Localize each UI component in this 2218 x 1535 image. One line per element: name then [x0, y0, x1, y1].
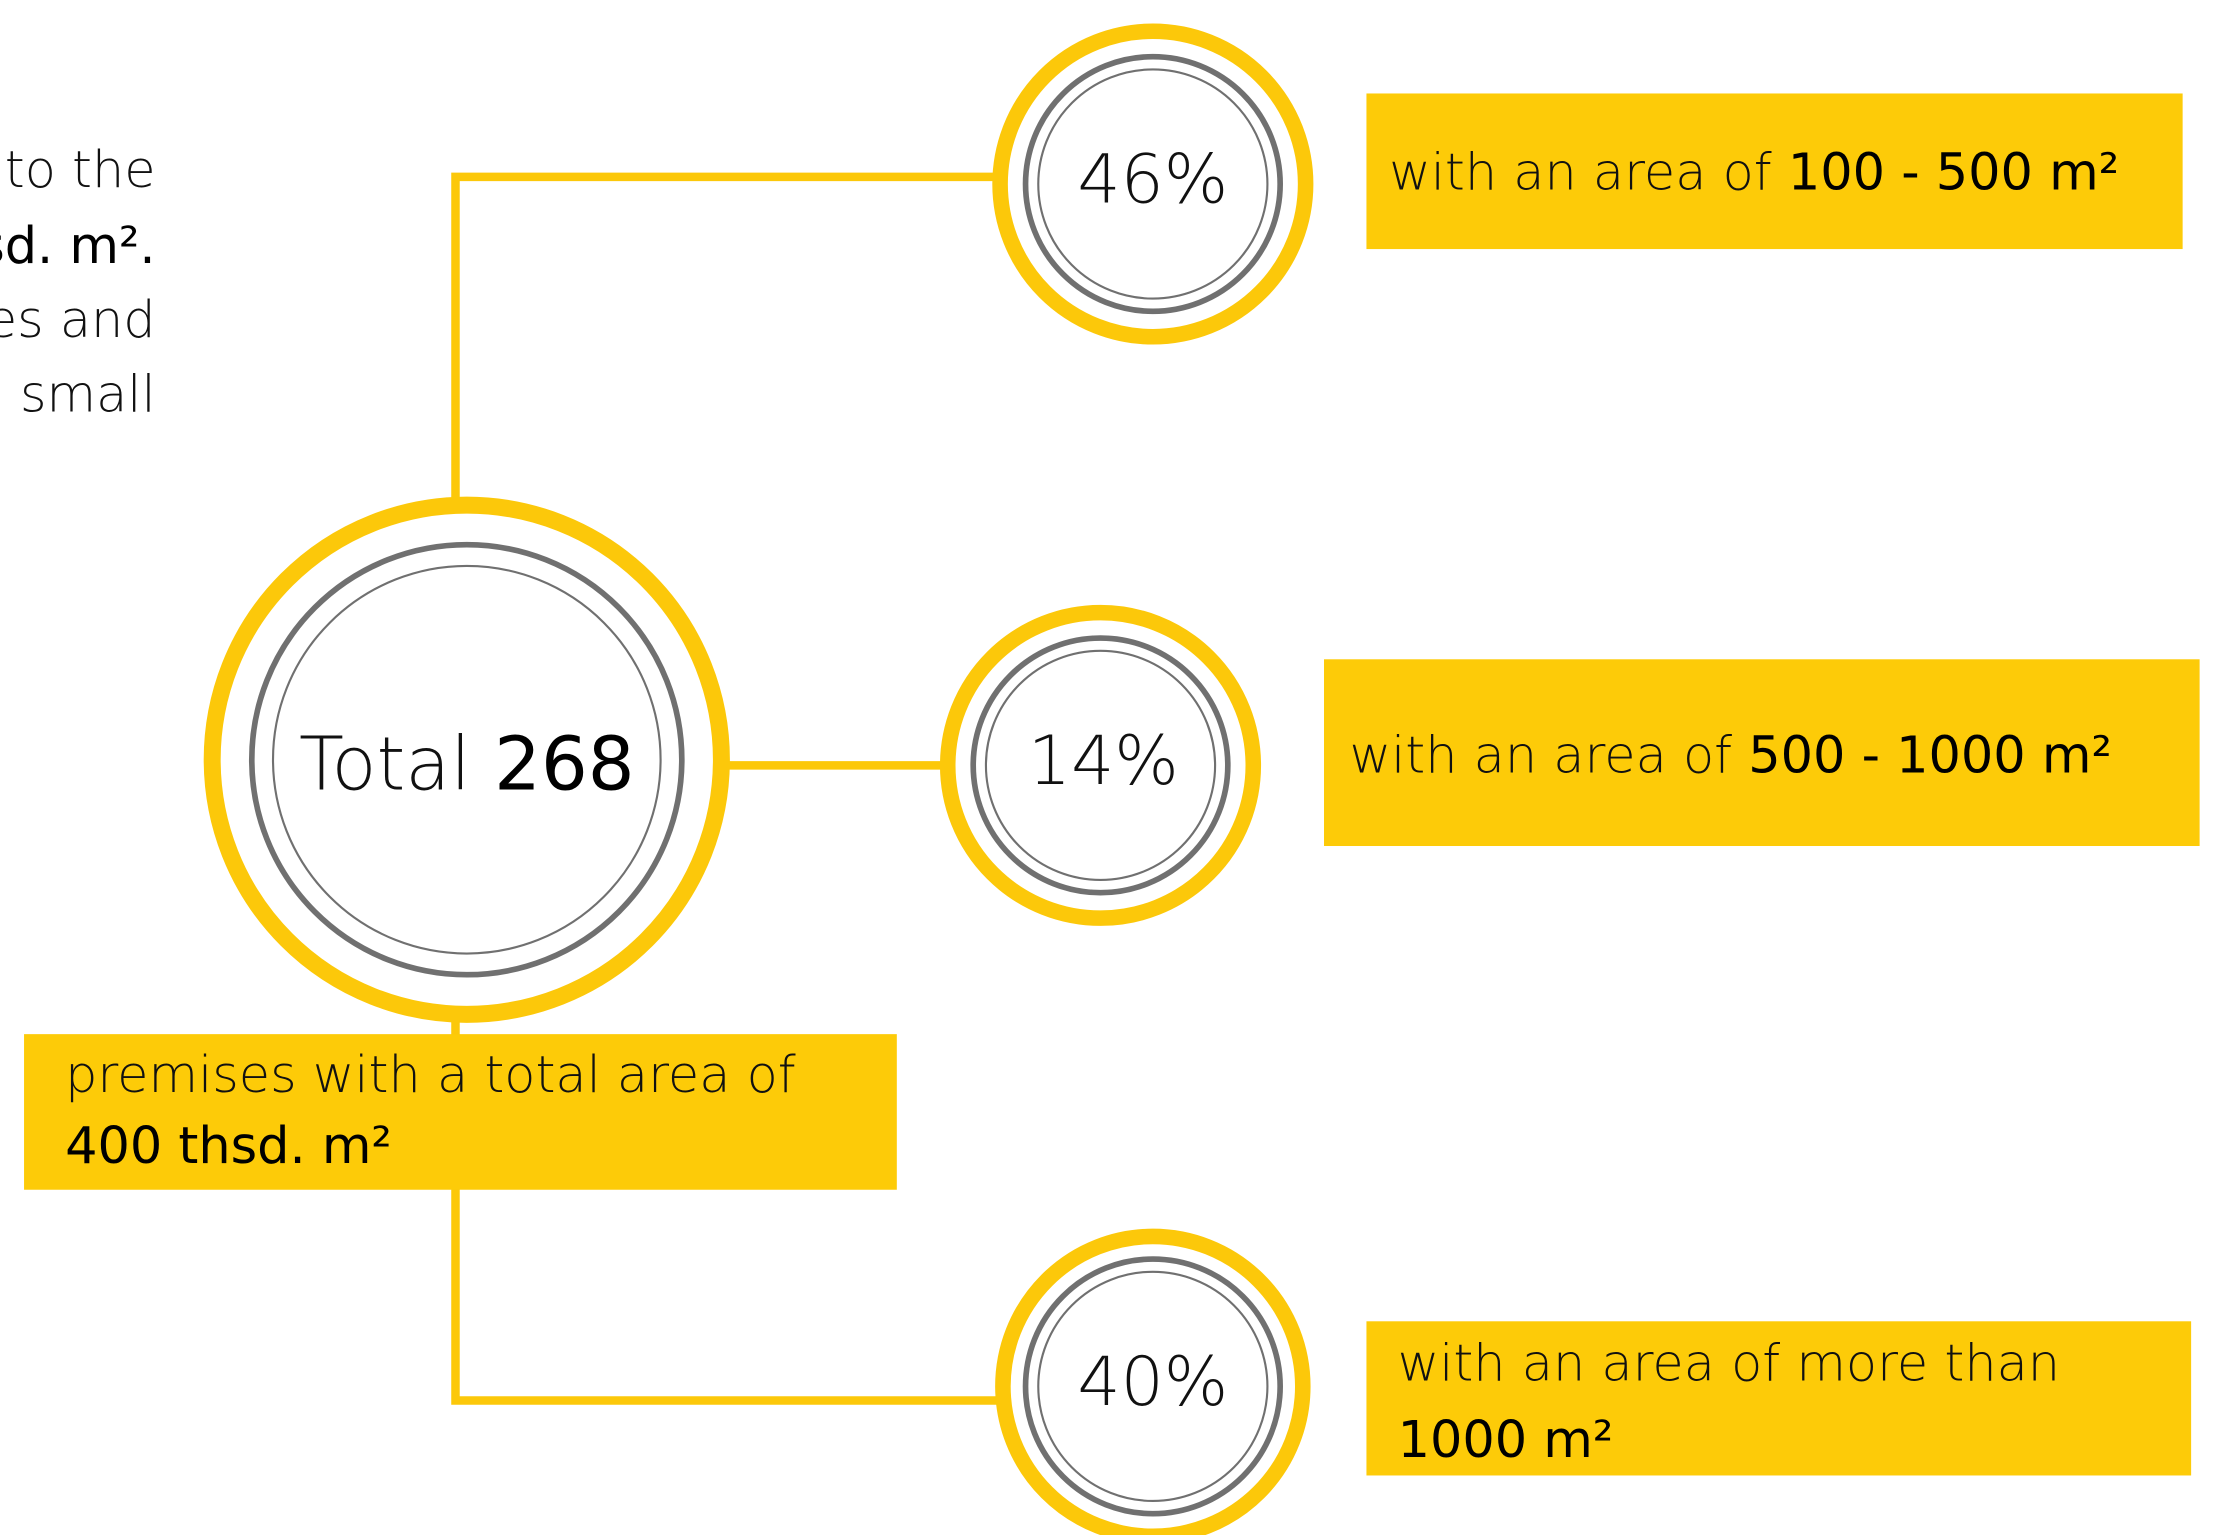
ring [203, 496, 730, 1023]
highlight: 500 - 1000 m² [1748, 726, 2112, 785]
total-box: premises with a total area of 400 thsd. … [24, 1034, 897, 1190]
highlight: 100 - 500 m² [1788, 144, 2119, 203]
intro: to the sd. m². es and small [0, 141, 156, 425]
ring [939, 604, 1262, 926]
box [1324, 659, 2200, 847]
ring [995, 1228, 1311, 1535]
ring [271, 564, 662, 955]
intro-line: es and [0, 291, 156, 350]
box-highlight: 1000 m² [1398, 1411, 1614, 1470]
ring [970, 635, 1231, 896]
branch: 40% with an area of more than 1000 m² [995, 1228, 2192, 1535]
intro-line: sd. m². [0, 217, 156, 276]
ring [1022, 1256, 1283, 1517]
total-value: 268 [494, 723, 634, 808]
box [24, 1034, 897, 1190]
box-highlight: 400 thsd. m² [65, 1117, 392, 1176]
box [1366, 93, 2183, 250]
total-label: Total [299, 723, 471, 808]
percent: 40% [1077, 1343, 1228, 1422]
branch: 14% with an area of 500 - 1000 m² [939, 604, 2200, 926]
intro-line: small [20, 366, 156, 425]
box-text: with an area of 500 - 1000 m² [1349, 726, 2111, 785]
percent: 14% [1028, 722, 1179, 801]
text: with an area of [1349, 726, 1732, 785]
branch: 46% with an area of 100 - 500 m² [992, 23, 2183, 345]
percent: 46% [1077, 141, 1228, 220]
ring [984, 649, 1217, 882]
center-circle: Total 268 [203, 496, 730, 1023]
ring [1037, 1270, 1269, 1503]
ring [992, 23, 1314, 345]
box-text: with an area of 100 - 500 m² [1389, 144, 2119, 203]
intro-line: to the [5, 141, 156, 200]
ring [1037, 68, 1269, 300]
box-text: with an area of more than [1398, 1335, 2061, 1394]
ring [248, 541, 685, 978]
connector [451, 172, 994, 503]
total: Total 268 [299, 723, 635, 808]
box [1366, 1321, 2192, 1476]
box-text: premises with a total area of [65, 1046, 796, 1105]
text: with an area of [1389, 144, 1772, 203]
ring [1022, 53, 1283, 315]
